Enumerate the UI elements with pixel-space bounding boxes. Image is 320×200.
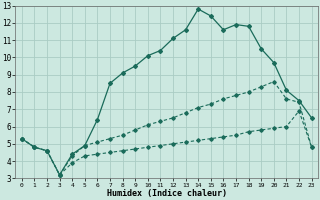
X-axis label: Humidex (Indice chaleur): Humidex (Indice chaleur)	[107, 189, 227, 198]
